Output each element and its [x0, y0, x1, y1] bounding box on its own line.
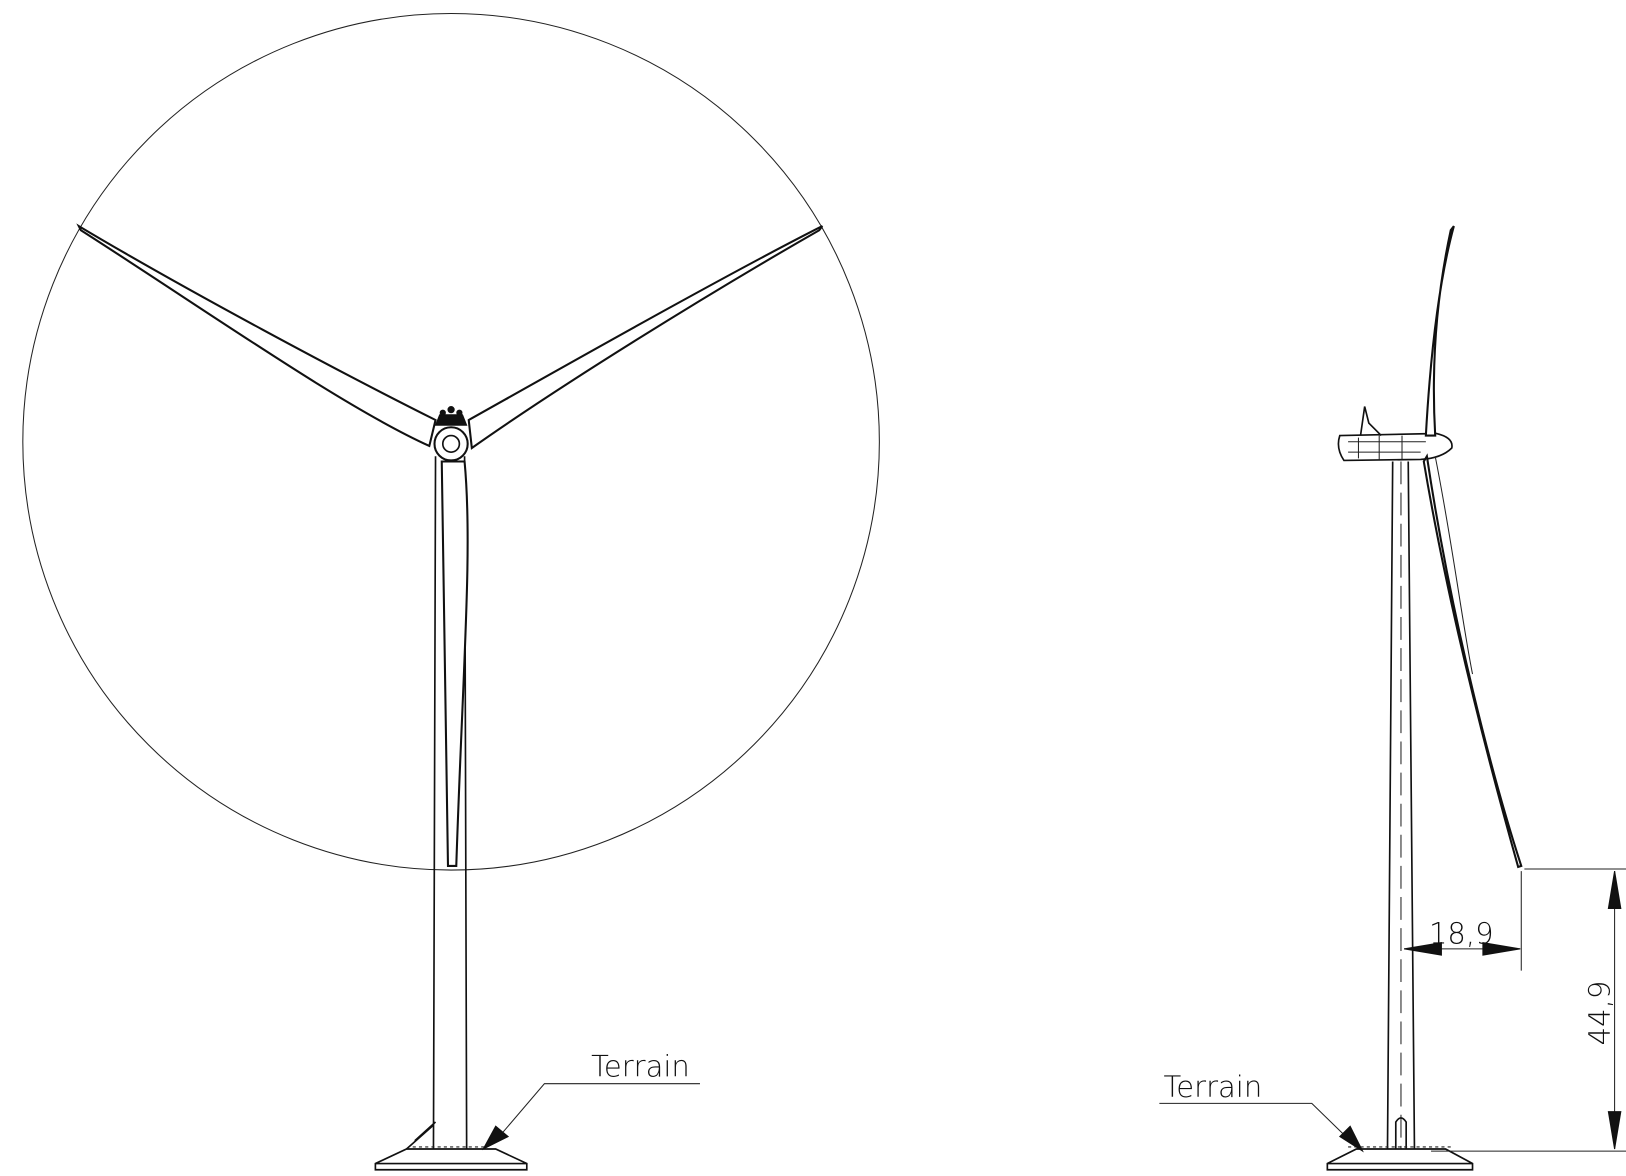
- blade: [469, 226, 823, 448]
- side-view: 18,9 44,9 Terrain: [1159, 226, 1626, 1170]
- entrance: [407, 1122, 436, 1149]
- label: Terrain: [1164, 1070, 1263, 1104]
- nacelle-top: [436, 415, 467, 425]
- leader-line: [1159, 1103, 1350, 1140]
- sensor: [448, 407, 454, 413]
- arrowhead: [483, 1126, 508, 1149]
- blade: [1426, 226, 1454, 435]
- sensor: [457, 410, 462, 415]
- drawing: Terrain 18,9 44,9 Terrain: [0, 0, 1626, 1176]
- mast: [1361, 407, 1382, 436]
- dimension-label: 18,9: [1429, 917, 1494, 951]
- dimension-label: 44,9: [1582, 981, 1616, 1046]
- blade: [1424, 456, 1521, 867]
- nacelle-detail: [1348, 436, 1426, 460]
- blade: [442, 461, 468, 865]
- page: Terrain 18,9 44,9 Terrain (() => { const…: [0, 0, 1626, 1176]
- leader-line: [496, 1084, 700, 1141]
- blade-edge: [1435, 456, 1472, 674]
- foundation: [1327, 1149, 1472, 1170]
- sensor: [440, 410, 445, 415]
- label: Terrain: [591, 1049, 690, 1083]
- foundation: [375, 1149, 526, 1170]
- blade: [79, 226, 436, 446]
- hub: [434, 427, 467, 460]
- front-view: Terrain: [23, 14, 880, 1170]
